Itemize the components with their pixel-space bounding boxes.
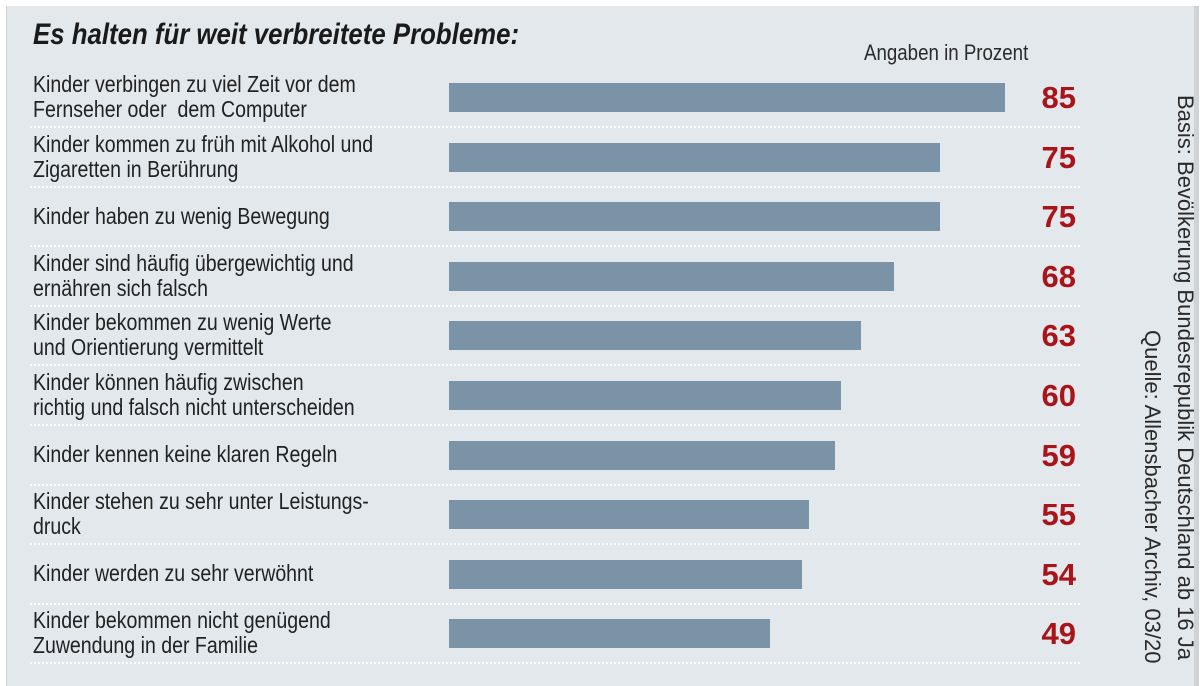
category-label: Kinder kommen zu früh mit Alkohol und Zi… (33, 130, 374, 182)
bar (449, 619, 770, 649)
bar-row: Kinder haben zu wenig Bewegung 75 (0, 186, 1090, 248)
row-separator (30, 304, 1080, 307)
source-note: Quelle: Allensbacher Archiv, 03/20 (1140, 330, 1165, 664)
bar (449, 83, 1005, 112)
basis-note: Basis: Bevölkerung Bundesrepublik Deutsc… (1173, 95, 1198, 661)
bar (449, 261, 894, 291)
value-label: 75 (1041, 139, 1076, 175)
row-separator (30, 543, 1080, 546)
category-label: Kinder werden zu sehr verwöhnt (33, 560, 314, 587)
value-label: 59 (1041, 437, 1076, 473)
row-separator (30, 483, 1080, 486)
bar-row: Kinder bekommen zu wenig Werte und Orien… (0, 305, 1090, 367)
category-label: Kinder kennen keine klaren Regeln (33, 441, 338, 468)
row-separator (30, 602, 1080, 605)
category-label: Kinder sind häufig übergewichtig und ern… (33, 249, 354, 301)
row-separator (30, 424, 1080, 426)
row-separator (30, 662, 1080, 665)
row-separator (30, 185, 1080, 188)
bar-row: Kinder sind häufig übergewichtig und ern… (0, 246, 1090, 307)
value-label: 54 (1041, 556, 1076, 592)
bar (449, 202, 940, 232)
category-label: Kinder haben zu wenig Bewegung (33, 202, 330, 229)
bar-row: Kinder werden zu sehr verwöhnt 54 (0, 544, 1090, 605)
category-label: Kinder bekommen nicht genügend Zuwendung… (33, 607, 331, 659)
bar (449, 321, 862, 351)
category-label: Kinder bekommen zu wenig Werte und Orien… (33, 309, 332, 361)
value-label: 68 (1041, 258, 1076, 294)
value-label: 49 (1041, 616, 1076, 652)
unit-label: Angaben in Prozent (864, 40, 1029, 65)
category-label: Kinder stehen zu sehr unter Leistungs- d… (33, 488, 369, 540)
row-separator (30, 245, 1080, 248)
chart-title: Es halten für weit verbreitete Probleme: (33, 18, 520, 51)
source-notes: Basis: Bevölkerung Bundesrepublik Deutsc… (1110, 95, 1200, 675)
row-separator (30, 364, 1080, 367)
category-label: Kinder verbingen zu viel Zeit vor dem Fe… (33, 71, 356, 122)
bar-row: Kinder kommen zu früh mit Alkohol und Zi… (0, 127, 1090, 188)
bar (449, 381, 842, 410)
bar (449, 142, 940, 172)
bar-row: Kinder kennen keine klaren Regeln 59 (0, 425, 1090, 486)
value-label: 60 (1041, 378, 1076, 413)
value-label: 85 (1041, 80, 1076, 115)
value-label: 63 (1041, 318, 1076, 354)
bar-row: Kinder verbingen zu viel Zeit vor dem Fe… (0, 67, 1090, 128)
row-separator (30, 126, 1080, 128)
bar-row: Kinder stehen zu sehr unter Leistungs- d… (0, 484, 1090, 546)
bar-row: Kinder können häufig zwischen richtig un… (0, 365, 1090, 426)
bar (449, 500, 809, 530)
value-label: 55 (1041, 497, 1076, 533)
bar (449, 559, 803, 589)
value-label: 75 (1041, 199, 1076, 235)
bar (449, 440, 835, 470)
bar-row: Kinder bekommen nicht genügend Zuwendung… (0, 603, 1090, 665)
category-label: Kinder können häufig zwischen richtig un… (33, 369, 355, 420)
